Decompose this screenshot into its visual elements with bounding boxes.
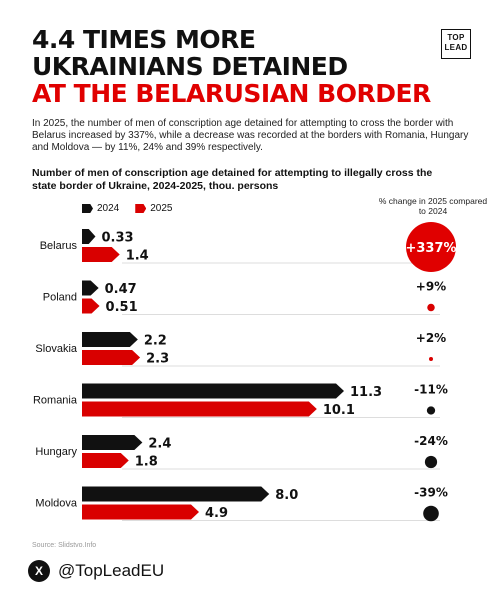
pct-dot-romania [426,406,436,415]
data-label-belarus-2024: 0.33 [101,231,133,246]
bar-poland-2024 [82,280,99,296]
pct-dot-moldova [423,505,439,522]
bar-moldova-2024 [82,486,270,502]
social-handle[interactable]: @TopLeadEU [58,561,165,580]
pct-label-romania: -11% [414,383,448,397]
bar-poland-2025 [82,298,100,314]
source-note: Source: Slidstvo.Info [32,542,97,549]
category-label-poland: Poland [43,292,77,304]
data-label-slovakia-2025: 2.3 [146,352,169,367]
footer: X @TopLeadEU [28,560,164,582]
data-label-moldova-2024: 8.0 [275,488,298,503]
data-label-romania-2024: 11.3 [350,385,382,400]
bar-romania-2024 [82,383,344,399]
bar-hungary-2025 [82,453,129,468]
legend-swatch-2025 [135,204,147,213]
x-logo-icon[interactable]: X [28,560,50,582]
logo-line-2: LEAD [444,43,468,52]
logo-line-1: TOP [447,33,465,42]
bar-slovakia-2024 [82,332,138,347]
data-label-moldova-2025: 4.9 [205,506,228,521]
bar-belarus-2024 [82,229,96,244]
data-label-romania-2025: 10.1 [323,403,355,418]
chart-legend: 2024 2025 [82,203,183,214]
legend-item-2024: 2024 [82,203,119,214]
category-label-slovakia: Slovakia [35,343,77,355]
headline-line-3: AT THE BELARUSIAN BORDER [32,79,431,108]
pct-dot-slovakia [429,357,433,361]
bar-moldova-2025 [82,504,200,520]
pct-dot-hungary [424,455,438,469]
bar-belarus-2025 [82,247,120,262]
headline-line-2: UKRAINIANS DETAINED [32,52,348,81]
toplead-logo: TOP LEAD [441,29,471,59]
pct-dot-poland [427,303,435,312]
chart-title: Number of men of conscription age detain… [32,167,433,192]
pct-badge-belarus [406,222,456,272]
category-label-moldova: Moldova [35,498,77,510]
category-label-romania: Romania [33,395,78,407]
pct-label-slovakia: +2% [416,331,446,345]
legend-item-2025: 2025 [135,203,173,214]
data-label-poland-2024: 0.47 [105,282,137,297]
legend-label-2024: 2024 [97,203,120,214]
legend-label-2025: 2025 [150,203,173,214]
bar-romania-2025 [82,401,317,417]
data-label-hungary-2024: 2.4 [148,437,171,452]
pct-change-note: % change in 2025 compared to 2024 [378,196,488,216]
data-label-belarus-2025: 1.4 [126,249,149,264]
pct-label-poland: +9% [416,280,446,294]
category-label-hungary: Hungary [35,446,77,458]
lead-paragraph: In 2025, the number of men of conscripti… [32,118,469,153]
data-label-hungary-2025: 1.8 [135,455,158,470]
pct-label-belarus: +337% [405,241,456,256]
bar-slovakia-2025 [82,350,141,365]
pct-label-hungary: -24% [414,434,448,448]
headline-line-1: 4.4 TIMES MORE [32,25,256,54]
headline: 4.4 TIMES MORE UKRAINIANS DETAINED AT TH… [32,26,432,107]
pct-label-moldova: -39% [414,486,448,500]
legend-swatch-2024 [82,204,93,213]
data-label-slovakia-2024: 2.2 [144,334,167,349]
data-label-poland-2025: 0.51 [106,300,138,315]
bar-hungary-2024 [82,435,143,450]
category-label-belarus: Belarus [40,240,78,252]
